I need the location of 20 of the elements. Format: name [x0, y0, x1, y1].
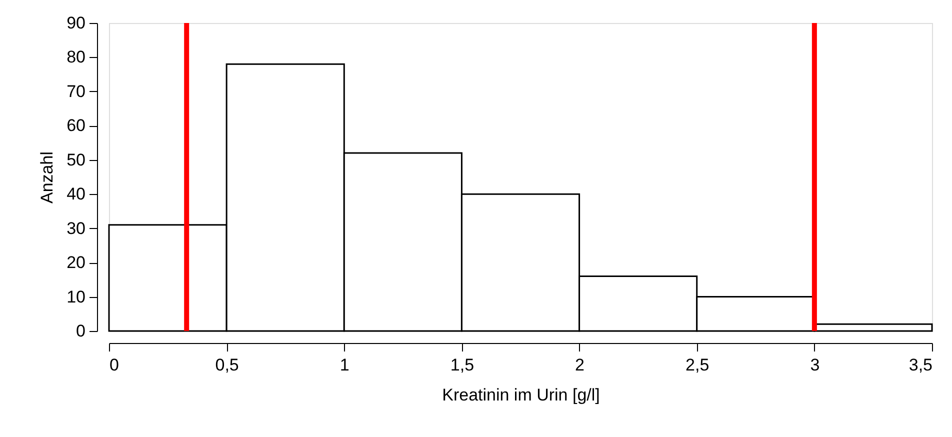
- x-tick-label: 3: [810, 356, 820, 374]
- y-tick-label: 70: [66, 82, 86, 101]
- y-tick-label: 40: [66, 184, 86, 204]
- y-tick-label: 20: [66, 253, 86, 272]
- y-tick-label: 10: [66, 287, 86, 306]
- y-axis-title: Anzahl: [38, 152, 57, 204]
- x-tick-label: 1,5: [450, 356, 474, 374]
- x-tick-label: 3,5: [908, 356, 932, 374]
- x-tick-label: 0: [110, 356, 119, 374]
- y-tick-label: 80: [66, 48, 86, 67]
- x-tick-label: 1: [340, 356, 350, 374]
- x-tick-label: 0,5: [215, 356, 239, 374]
- y-tick-label: 50: [66, 150, 86, 170]
- y-tick-label: 60: [66, 116, 86, 136]
- x-tick-label: 2,5: [686, 356, 710, 374]
- x-axis-title: Kreatinin im Urin [g/l]: [442, 386, 600, 404]
- y-tick-label: 30: [66, 218, 86, 238]
- x-tick-label: 2: [575, 356, 585, 374]
- y-tick-label: 90: [66, 14, 86, 32]
- y-tick-label: 0: [76, 322, 86, 340]
